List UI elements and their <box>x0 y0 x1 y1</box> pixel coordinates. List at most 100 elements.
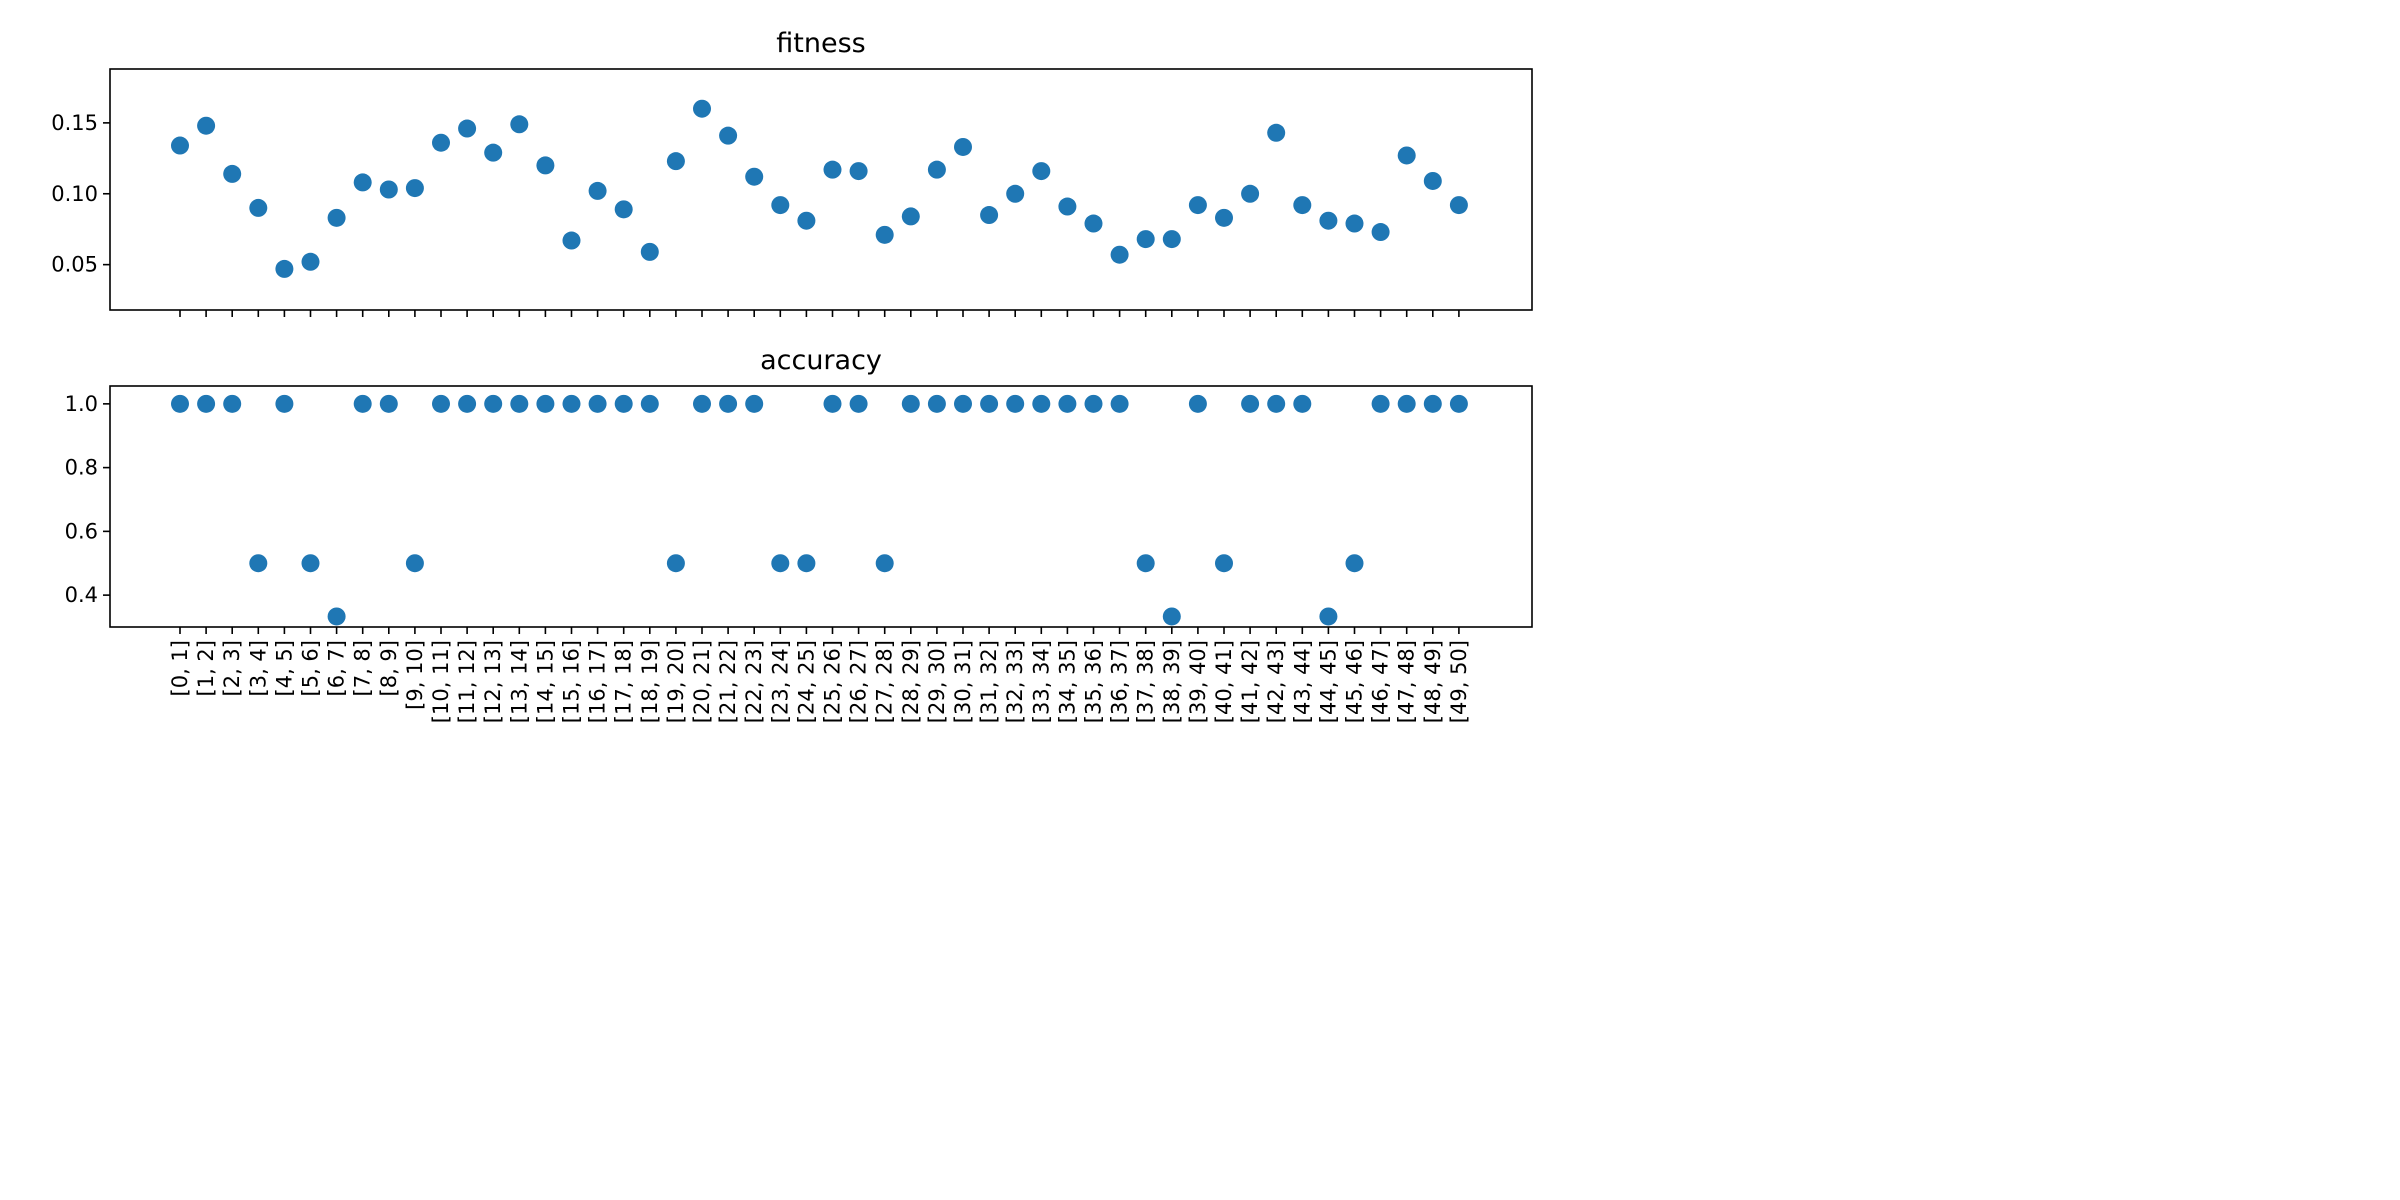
accuracy-data-point <box>745 394 764 413</box>
accuracy-xtick-label: [24, 25] <box>794 640 818 723</box>
accuracy-xtick-label: [33, 34] <box>1029 640 1053 723</box>
fitness-data-point <box>588 181 607 200</box>
accuracy-xtick-label: [10, 11] <box>429 640 453 723</box>
accuracy-xtick-label: [35, 36] <box>1082 640 1106 723</box>
accuracy-xtick-label: [29, 30] <box>925 640 949 723</box>
fitness-data-point <box>823 160 842 179</box>
fitness-data-point <box>171 136 189 155</box>
accuracy-xtick-label: [17, 18] <box>612 640 636 723</box>
accuracy-xtick-label: [46, 47] <box>1369 640 1393 723</box>
accuracy-data-point <box>1397 394 1416 413</box>
fitness-data-point <box>875 225 894 244</box>
fitness-axes-frame <box>109 68 1533 311</box>
accuracy-data-point <box>927 394 946 413</box>
accuracy-data-point <box>614 394 633 413</box>
fitness-data-point <box>927 160 946 179</box>
fitness-data-point <box>484 143 503 162</box>
accuracy-data-point <box>223 394 242 413</box>
accuracy-data-point <box>458 394 477 413</box>
accuracy-data-point <box>1110 394 1129 413</box>
fitness-data-point <box>771 196 790 215</box>
fitness-data-point <box>1397 146 1416 165</box>
accuracy-xtick-label: [12, 13] <box>481 640 505 723</box>
accuracy-data-point <box>875 554 894 573</box>
fitness-data-point <box>536 156 555 175</box>
accuracy-xtick-label: [3, 4] <box>246 640 270 696</box>
accuracy-xtick-label: [7, 8] <box>351 640 375 696</box>
accuracy-xtick-label: [41, 42] <box>1238 640 1262 723</box>
accuracy-data-point <box>510 394 529 413</box>
fitness-data-point <box>1188 196 1207 215</box>
fitness-data-point <box>432 133 450 152</box>
accuracy-xtick-label: [49, 50] <box>1447 640 1471 723</box>
fitness-data-point <box>405 179 424 198</box>
accuracy-data-point <box>1241 394 1260 413</box>
fitness-data-point <box>954 137 972 156</box>
accuracy-data-point <box>1136 554 1155 573</box>
fitness-title: fitness <box>776 28 865 59</box>
fitness-data-point <box>640 242 659 261</box>
accuracy-xtick-label: [0, 1] <box>168 640 192 696</box>
accuracy-xtick-label: [25, 26] <box>821 640 845 723</box>
accuracy-xtick-label: [22, 23] <box>742 640 766 723</box>
accuracy-data-point <box>536 394 555 413</box>
fitness-data-point <box>562 231 581 250</box>
fitness-data-point <box>458 119 477 138</box>
accuracy-data-point <box>1423 394 1442 413</box>
accuracy-data-point <box>1319 607 1338 626</box>
fitness-data-point <box>1241 184 1260 203</box>
fitness-data-point <box>1058 197 1077 216</box>
accuracy-xtick-label: [1, 2] <box>194 640 218 696</box>
accuracy-data-point <box>980 394 999 413</box>
fitness-data-point <box>1449 196 1468 215</box>
fitness-data-point <box>301 252 320 271</box>
fitness-panel: fitness 0.05 0.10 0.15 <box>51 28 1533 317</box>
accuracy-xtick-label: [45, 46] <box>1343 640 1367 723</box>
fitness-data-point <box>1267 123 1286 142</box>
fitness-data-point <box>1136 230 1155 249</box>
accuracy-data-point <box>719 394 738 413</box>
accuracy-xtick-label: [27, 28] <box>873 640 897 723</box>
accuracy-data-point <box>249 554 268 573</box>
fitness-data-point <box>1371 223 1390 242</box>
fitness-data-point <box>379 180 398 199</box>
accuracy-xtick-label: [4, 5] <box>272 640 296 696</box>
accuracy-data-point <box>1215 554 1233 573</box>
accuracy-axes-frame <box>109 385 1533 628</box>
accuracy-xtick-label: [9, 10] <box>403 640 427 710</box>
accuracy-xtick-label: [2, 3] <box>220 640 244 696</box>
accuracy-data-point <box>1449 394 1468 413</box>
fitness-data-point <box>980 206 999 225</box>
accuracy-data-point <box>1032 394 1051 413</box>
fitness-data-point <box>1215 208 1233 227</box>
fitness-data-point <box>223 164 242 183</box>
accuracy-xtick-label: [19, 20] <box>664 640 688 723</box>
accuracy-data-point <box>1162 607 1181 626</box>
accuracy-xtick-label: [11, 12] <box>455 640 479 723</box>
accuracy-data-point <box>1006 394 1025 413</box>
accuracy-ytick-label: 0.8 <box>65 456 98 480</box>
accuracy-data-point <box>1345 554 1364 573</box>
chart-figure: fitness 0.05 0.10 0.15 accuracy 0.4 0.6 0.8 1.0… <box>0 0 1546 773</box>
accuracy-xtick-label: [32, 33] <box>1003 640 1027 723</box>
accuracy-data-point <box>823 394 842 413</box>
accuracy-xtick-label: [43, 44] <box>1290 640 1314 723</box>
accuracy-data-point <box>1293 394 1312 413</box>
accuracy-xtick-label: [16, 17] <box>586 640 610 723</box>
accuracy-data-point <box>301 554 320 573</box>
accuracy-data-point <box>849 394 868 413</box>
fitness-data-point <box>1032 162 1051 181</box>
fitness-data-point <box>745 167 764 186</box>
accuracy-title: accuracy <box>760 345 882 376</box>
fitness-ytick-label: 0.15 <box>51 111 98 135</box>
accuracy-xtick-label: [31, 32] <box>977 640 1001 723</box>
fitness-data-point <box>197 116 216 135</box>
accuracy-xtick-label: [23, 24] <box>768 640 792 723</box>
fitness-data-point <box>1110 245 1129 264</box>
accuracy-xtick-label: [37, 38] <box>1134 640 1158 723</box>
fitness-data-point <box>1162 230 1181 249</box>
accuracy-xtick-label: [8, 9] <box>377 640 401 696</box>
accuracy-xtick-label: [21, 22] <box>716 640 740 723</box>
accuracy-ytick-label: 0.4 <box>65 583 98 607</box>
accuracy-data-point <box>327 607 346 626</box>
